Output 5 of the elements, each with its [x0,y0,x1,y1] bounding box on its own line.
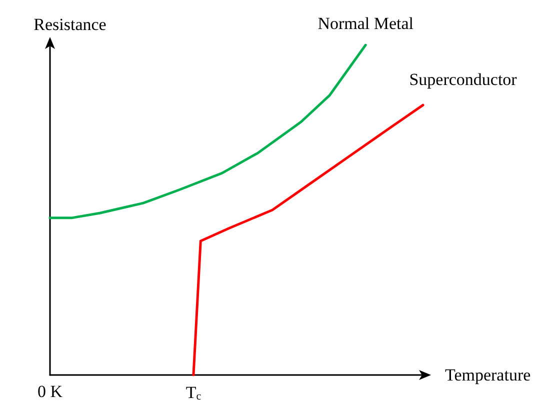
x-tick-label: 0 K [37,382,64,401]
series-label: Superconductor [409,70,518,90]
y-axis-title: Resistance [34,15,106,34]
series-label: Normal Metal [318,14,414,33]
x-axis-title: Temperature [445,366,531,384]
